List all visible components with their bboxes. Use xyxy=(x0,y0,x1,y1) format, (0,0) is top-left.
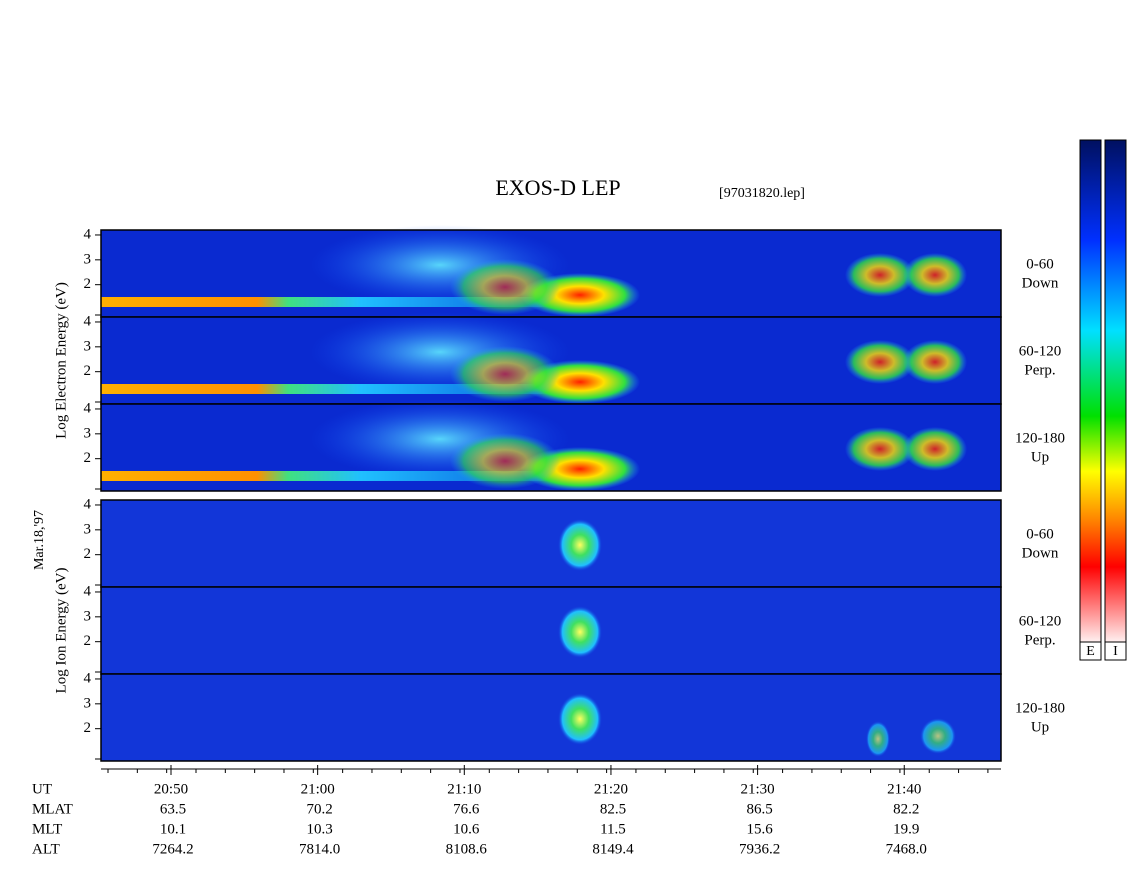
feature xyxy=(101,384,621,394)
feature xyxy=(450,259,560,315)
feature xyxy=(450,433,560,489)
color-bar-box xyxy=(1079,641,1102,661)
y-tick-label: 4 xyxy=(84,496,92,512)
time-axis-label: UT xyxy=(32,781,52,797)
panel-bg xyxy=(101,500,1001,587)
panel-direction: Perp. xyxy=(1024,632,1055,648)
color-bar-box xyxy=(1104,641,1127,661)
y-tick-label: 2 xyxy=(84,363,92,379)
y-tick-label: 3 xyxy=(84,251,92,267)
feature xyxy=(845,340,915,384)
y-tick-label: 2 xyxy=(84,450,92,466)
panel-angle: 60-120 xyxy=(1019,613,1062,629)
ephemeris-label: MLAT xyxy=(32,801,73,817)
y-tick-label: 3 xyxy=(84,695,92,711)
color-bar-label: I xyxy=(1113,644,1118,659)
ephemeris-value: 70.2 xyxy=(307,801,333,817)
panel-angle: 120-180 xyxy=(1015,700,1065,716)
time-tick-label: 21:30 xyxy=(741,781,775,797)
title: EXOS-D LEP xyxy=(495,175,620,200)
ephemeris-value: 10.6 xyxy=(453,821,480,837)
y-tick-label: 4 xyxy=(84,400,92,416)
panel-bg xyxy=(101,587,1001,674)
ephemeris-value: 82.5 xyxy=(600,801,626,817)
time-tick-label: 20:50 xyxy=(154,781,188,797)
spectrograms xyxy=(95,139,1127,775)
ephemeris-value: 82.2 xyxy=(893,801,919,817)
feature xyxy=(101,297,621,307)
panel-angle: 0-60 xyxy=(1026,526,1054,542)
ephemeris-value: 7264.2 xyxy=(152,841,193,857)
ephemeris-value: 8149.4 xyxy=(592,841,634,857)
ephemeris-value: 7468.0 xyxy=(886,841,927,857)
panel-direction: Perp. xyxy=(1024,362,1055,378)
y-tick-label: 2 xyxy=(84,276,92,292)
y-tick-label: 4 xyxy=(84,313,92,329)
y-tick-label: 3 xyxy=(84,521,92,537)
y-axis-label: Log Ion Energy (eV) xyxy=(53,568,69,694)
ephemeris-value: 7936.2 xyxy=(739,841,780,857)
time-tick-label: 21:20 xyxy=(594,781,628,797)
ephemeris-value: 8108.6 xyxy=(446,841,488,857)
time-tick-label: 21:00 xyxy=(301,781,335,797)
date: Mar.18,'97 xyxy=(32,510,47,570)
y-tick-label: 3 xyxy=(84,608,92,624)
feature xyxy=(558,606,602,658)
feature xyxy=(903,427,967,471)
ephemeris-value: 10.1 xyxy=(160,821,186,837)
feature xyxy=(450,346,560,402)
feature xyxy=(920,718,956,754)
y-tick-label: 3 xyxy=(84,338,92,354)
feature xyxy=(866,721,890,757)
feature xyxy=(903,253,967,297)
panel-direction: Up xyxy=(1031,719,1049,735)
feature xyxy=(845,253,915,297)
color-bar xyxy=(1079,139,1102,643)
y-tick-label: 4 xyxy=(84,583,92,599)
ephemeris-value: 15.6 xyxy=(746,821,773,837)
feature xyxy=(845,427,915,471)
ephemeris-value: 76.6 xyxy=(453,801,480,817)
panel-bg xyxy=(101,674,1001,761)
y-tick-label: 4 xyxy=(84,670,92,686)
panel-angle: 60-120 xyxy=(1019,343,1062,359)
panel-direction: Down xyxy=(1022,275,1059,291)
panel-frame xyxy=(100,673,1002,762)
color-bar-label: E xyxy=(1086,644,1095,659)
y-tick-label: 2 xyxy=(84,720,92,736)
y-tick-label: 4 xyxy=(84,226,92,242)
y-tick-label: 3 xyxy=(84,425,92,441)
feature xyxy=(558,519,602,571)
panel-angle: 120-180 xyxy=(1015,430,1065,446)
feature xyxy=(101,471,621,481)
panel-angle: 0-60 xyxy=(1026,256,1054,272)
ephemeris-label: ALT xyxy=(32,841,60,857)
feature xyxy=(558,693,602,745)
color-bar xyxy=(1104,139,1127,643)
time-tick-label: 21:40 xyxy=(887,781,921,797)
ephemeris-value: 7814.0 xyxy=(299,841,340,857)
panel-direction: Down xyxy=(1022,545,1059,561)
panel-direction: Up xyxy=(1031,449,1049,465)
ephemeris-value: 63.5 xyxy=(160,801,186,817)
y-tick-label: 2 xyxy=(84,633,92,649)
ephemeris-label: MLT xyxy=(32,821,62,837)
labels: EXOS-D LEP [97031820.lep] Mar.18,'97 Log El… xyxy=(32,175,1118,857)
file-name: [97031820.lep] xyxy=(719,186,805,201)
y-tick-label: 2 xyxy=(84,546,92,562)
panel-frame xyxy=(100,403,1002,492)
ephemeris-value: 11.5 xyxy=(600,821,626,837)
feature xyxy=(903,340,967,384)
time-tick-label: 21:10 xyxy=(447,781,481,797)
ephemeris-value: 19.9 xyxy=(893,821,919,837)
y-axis-label: Log Electron Energy (eV) xyxy=(53,282,69,439)
ephemeris-value: 86.5 xyxy=(746,801,772,817)
ephemeris-value: 10.3 xyxy=(307,821,333,837)
